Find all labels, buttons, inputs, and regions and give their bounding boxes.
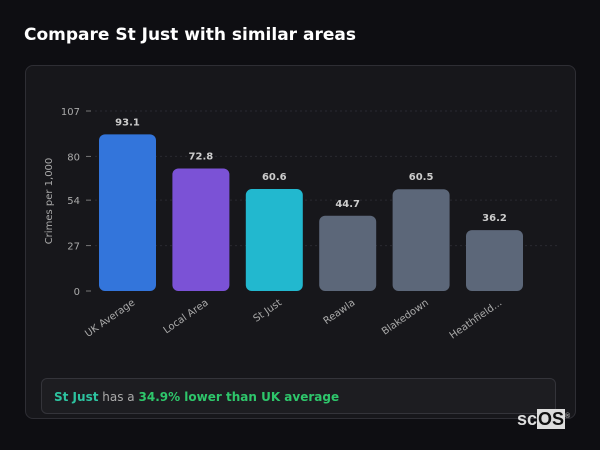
x-tick-label: Heathfield...	[448, 297, 504, 341]
page-title: Compare St Just with similar areas	[24, 25, 356, 45]
y-tick-label: 80	[67, 152, 80, 163]
y-tick-label: 107	[61, 107, 80, 118]
insight-box: St Just has a 34.9% lower than UK averag…	[41, 378, 556, 414]
y-tick-label: 0	[74, 287, 80, 298]
data-label: 36.2	[482, 213, 507, 224]
bar	[172, 168, 230, 291]
y-tick-label: 54	[67, 196, 80, 207]
insight-highlight: 34.9% lower than UK average	[138, 390, 340, 404]
insight-subject: St Just	[54, 390, 99, 404]
bar	[466, 230, 523, 291]
bar	[99, 134, 156, 291]
insight-middle: has a	[102, 390, 135, 404]
bar	[392, 189, 450, 291]
x-tick-label: Local Area	[162, 297, 211, 336]
x-tick-label: Reawla	[322, 297, 358, 327]
y-axis-label: Crimes per 1,000	[44, 158, 55, 245]
data-label: 93.1	[115, 117, 140, 128]
scos-logo: scOS®	[517, 409, 571, 429]
y-tick-label: 27	[67, 242, 80, 253]
data-label: 44.7	[335, 199, 360, 210]
x-tick-label: Blakedown	[380, 297, 431, 337]
bar	[245, 189, 303, 291]
data-label: 60.6	[262, 172, 287, 183]
x-tick-label: UK Average	[83, 297, 137, 339]
data-label: 72.8	[189, 152, 214, 163]
bar	[319, 215, 377, 291]
x-tick-label: St Just	[252, 297, 284, 324]
data-label: 60.5	[409, 172, 434, 183]
